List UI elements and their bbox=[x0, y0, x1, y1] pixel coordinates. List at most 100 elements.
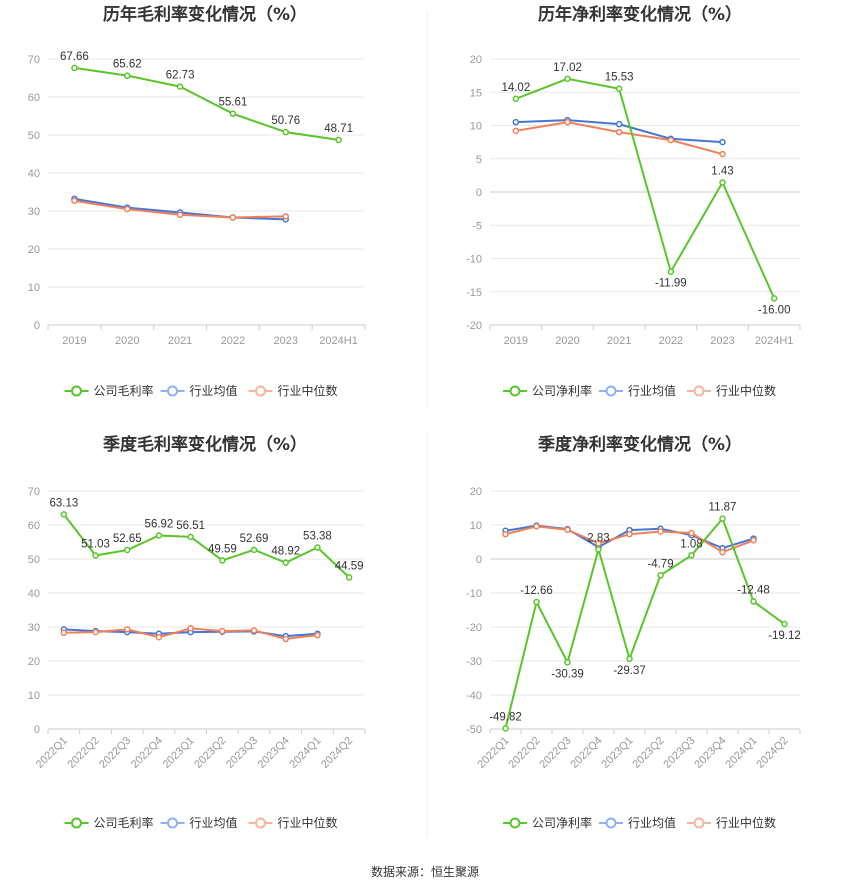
y-tick-label: 30 bbox=[28, 622, 40, 634]
legend-swatch-marker bbox=[167, 385, 178, 397]
data-point-company bbox=[229, 110, 237, 117]
data-point-median bbox=[564, 118, 571, 126]
chart-panel-4: 季度净利率变化情况（%）-50-40-30-20-10010202022Q120… bbox=[466, 434, 801, 830]
data-point-median bbox=[124, 205, 131, 213]
data-label: -11.99 bbox=[655, 278, 687, 290]
x-tick-label: 2019 bbox=[504, 335, 528, 347]
x-tick-label: 2023Q2 bbox=[192, 735, 228, 771]
legend-item-median: 行业中位数 bbox=[687, 383, 776, 398]
chart-title: 历年净利率变化情况（%） bbox=[538, 4, 742, 25]
y-tick-label: 20 bbox=[28, 244, 40, 256]
y-tick-label: 50 bbox=[28, 130, 40, 142]
x-tick-label: 2024Q1 bbox=[287, 735, 323, 771]
x-tick-label: 2023 bbox=[710, 335, 734, 347]
data-label: 56.51 bbox=[176, 520, 205, 532]
x-tick-label: 2023Q4 bbox=[692, 735, 728, 771]
y-tick-label: 70 bbox=[28, 486, 40, 498]
y-tick-label: 10 bbox=[470, 520, 482, 532]
legend-label: 行业均值 bbox=[190, 383, 238, 398]
data-point-avg bbox=[719, 138, 726, 146]
legend-item-avg: 行业均值 bbox=[599, 383, 676, 398]
y-tick-label: -30 bbox=[466, 656, 482, 668]
data-point-company bbox=[502, 725, 509, 732]
data-label: 65.62 bbox=[113, 59, 142, 71]
data-point-company bbox=[219, 557, 226, 564]
legend-label: 行业中位数 bbox=[278, 383, 338, 398]
y-tick-label: 0 bbox=[34, 320, 40, 332]
data-point-company bbox=[250, 546, 258, 554]
x-tick-label: 2023 bbox=[274, 335, 298, 347]
data-point-company bbox=[335, 136, 342, 144]
legend-item-median: 行业中位数 bbox=[687, 815, 776, 830]
chart-title: 季度净利率变化情况（%） bbox=[538, 434, 742, 455]
x-tick-label: 2022Q2 bbox=[65, 735, 101, 771]
y-tick-label: -50 bbox=[466, 724, 482, 736]
data-point-median bbox=[282, 635, 289, 643]
legend-label: 公司毛利率 bbox=[94, 383, 154, 398]
data-point-company bbox=[60, 511, 68, 518]
legend-label: 公司毛利率 bbox=[94, 815, 154, 830]
data-point-median bbox=[626, 530, 633, 538]
y-tick-label: 60 bbox=[28, 520, 40, 532]
y-tick-label: -15 bbox=[466, 287, 482, 299]
y-tick-label: 15 bbox=[470, 87, 482, 99]
data-label: 48.71 bbox=[324, 123, 353, 135]
y-tick-label: 30 bbox=[28, 206, 40, 218]
series-line-company bbox=[504, 516, 786, 729]
legend-label: 公司净利率 bbox=[532, 383, 592, 398]
y-tick-label: 10 bbox=[28, 690, 40, 702]
data-point-company bbox=[667, 268, 675, 275]
data-point-avg bbox=[615, 120, 623, 128]
data-label: -4.79 bbox=[647, 558, 673, 570]
y-tick-label: 0 bbox=[34, 724, 40, 736]
data-label: 67.66 bbox=[60, 51, 89, 63]
data-point-company bbox=[282, 128, 289, 136]
data-label: 1.08 bbox=[680, 538, 702, 550]
data-point-median bbox=[124, 626, 131, 633]
data-label: 63.13 bbox=[49, 497, 78, 509]
data-point-median bbox=[657, 528, 664, 535]
data-source-note: 数据来源：恒生聚源 bbox=[371, 864, 479, 879]
data-point-company bbox=[187, 533, 194, 541]
data-point-median bbox=[155, 633, 163, 641]
data-point-median bbox=[667, 136, 675, 144]
data-label: 52.65 bbox=[113, 533, 142, 545]
x-tick-label: 2024H1 bbox=[319, 335, 358, 347]
y-tick-label: -5 bbox=[472, 220, 482, 232]
data-point-company bbox=[314, 544, 321, 551]
x-tick-label: 2022 bbox=[221, 335, 245, 347]
y-tick-label: 40 bbox=[28, 588, 40, 600]
data-point-median bbox=[92, 628, 99, 636]
data-label: -12.48 bbox=[737, 584, 770, 596]
legend-swatch-marker bbox=[605, 385, 617, 397]
y-tick-label: 50 bbox=[28, 554, 40, 566]
x-tick-label: 2023Q1 bbox=[599, 735, 635, 771]
data-label: 11.87 bbox=[709, 502, 737, 514]
legend-label: 行业均值 bbox=[190, 815, 238, 830]
legend-swatch-marker bbox=[509, 385, 521, 397]
y-tick-label: -20 bbox=[466, 320, 482, 332]
x-tick-label: 2022Q3 bbox=[97, 735, 133, 771]
data-point-company bbox=[688, 552, 695, 559]
data-point-company bbox=[595, 546, 602, 553]
legend-swatch-marker bbox=[605, 817, 617, 829]
legend-label: 行业中位数 bbox=[716, 815, 776, 830]
legend-item-company: 公司毛利率 bbox=[64, 383, 154, 398]
x-tick-label: 2022Q4 bbox=[568, 735, 604, 771]
x-tick-label: 2023Q2 bbox=[630, 735, 666, 771]
data-point-avg bbox=[512, 118, 520, 126]
legend-swatch-marker bbox=[167, 817, 178, 829]
legend-item-avg: 行业均值 bbox=[599, 815, 676, 830]
data-label: 17.02 bbox=[553, 62, 582, 74]
series-line-company bbox=[515, 77, 776, 299]
data-point-company bbox=[770, 295, 778, 302]
legend-label: 行业中位数 bbox=[278, 815, 338, 830]
legend-swatch-marker bbox=[71, 817, 82, 829]
legend-item-avg: 行业均值 bbox=[160, 383, 238, 398]
legend-item-company: 公司净利率 bbox=[503, 815, 592, 830]
data-point-company bbox=[282, 559, 289, 566]
legend-swatch-marker bbox=[255, 385, 266, 397]
y-tick-label: -10 bbox=[466, 254, 482, 266]
legend-label: 行业中位数 bbox=[716, 383, 776, 398]
